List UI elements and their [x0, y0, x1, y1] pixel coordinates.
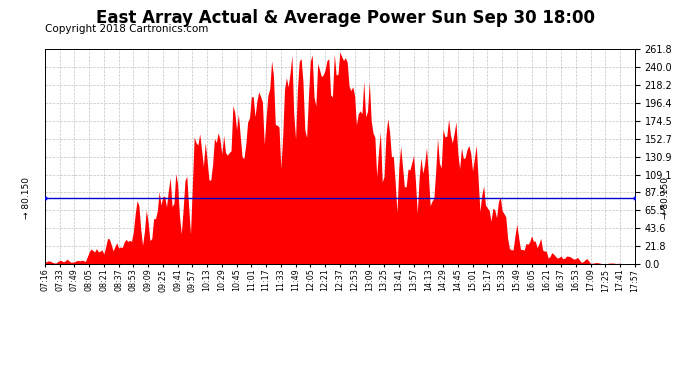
Text: East Array  (DC Watts): East Array (DC Watts) — [538, 24, 652, 33]
Text: Copyright 2018 Cartronics.com: Copyright 2018 Cartronics.com — [45, 24, 208, 34]
Text: Average  (DC Watts): Average (DC Watts) — [420, 24, 522, 33]
Text: East Array Actual & Average Power Sun Sep 30 18:00: East Array Actual & Average Power Sun Se… — [95, 9, 595, 27]
Text: → 80.150: → 80.150 — [21, 177, 31, 219]
Text: → 80.150: → 80.150 — [661, 177, 671, 219]
